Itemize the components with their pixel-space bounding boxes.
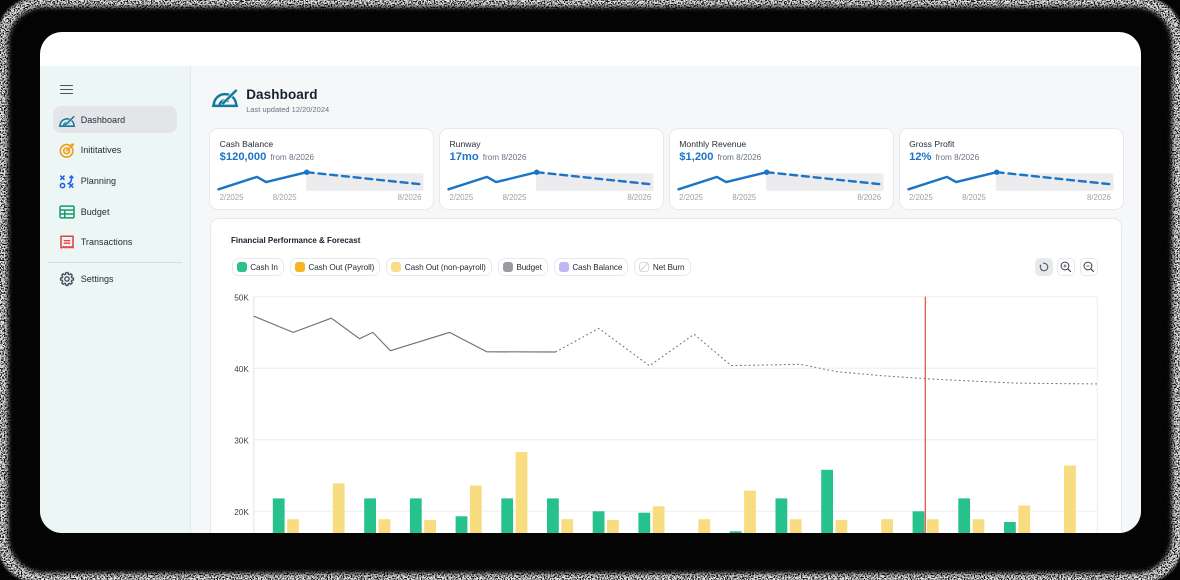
svg-text:20K: 20K <box>234 507 249 516</box>
svg-text:30K: 30K <box>234 436 249 445</box>
svg-text:40K: 40K <box>234 364 249 373</box>
svg-text:50K: 50K <box>234 293 249 302</box>
